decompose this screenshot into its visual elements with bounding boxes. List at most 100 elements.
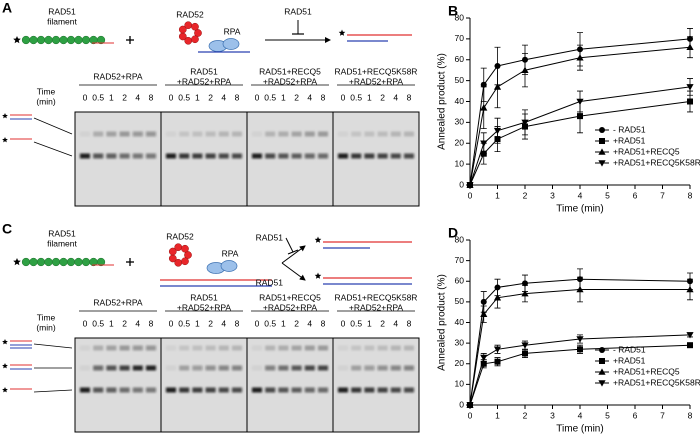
gel-band [166, 365, 176, 371]
gel-band [132, 153, 143, 159]
gel-band [265, 345, 276, 351]
data-point [577, 346, 583, 353]
lane-header: RAD51 [190, 292, 218, 302]
data-point [494, 358, 501, 365]
gel-band [232, 345, 242, 351]
time-label: 0.5 [178, 92, 190, 102]
y-tick-label: 30 [455, 117, 465, 127]
legend-marker [599, 127, 605, 133]
lane-header: +RAD52+RPA [263, 76, 318, 86]
gel-band [304, 153, 315, 159]
data-point [521, 66, 529, 73]
x-tick-label: 8 [688, 190, 693, 200]
x-tick-label: 1 [495, 190, 500, 200]
gel-band [93, 345, 104, 351]
time-label: 2 [380, 318, 385, 328]
lane-header: +RAD52+RPA [349, 76, 404, 86]
x-tick-label: 2 [523, 190, 528, 200]
gel-band [364, 345, 375, 351]
y-tick-label: 10 [455, 158, 465, 168]
line [33, 343, 73, 349]
gel-band [351, 153, 362, 159]
star-label [13, 36, 21, 44]
time-label: 1 [195, 92, 200, 102]
gel-band [318, 153, 328, 159]
gel-band [205, 345, 216, 351]
rad51-bead [81, 257, 91, 267]
x-tick-label: 2 [523, 410, 528, 420]
gel-band [166, 153, 176, 159]
lane-header: RAD52+RPA [93, 297, 143, 307]
gel-band [364, 153, 375, 159]
gel-band [132, 131, 143, 137]
rad51-bead [44, 35, 53, 45]
data-point [521, 119, 529, 126]
rad52-subunit [174, 258, 183, 267]
series-line [469, 101, 691, 186]
x-tick-label: 0 [468, 410, 473, 420]
gel-band [166, 345, 176, 351]
data-point [686, 332, 694, 339]
x-tick-label: 5 [605, 190, 610, 200]
data-point [521, 290, 529, 297]
promoter-label: RAD51 [256, 277, 284, 287]
rad51-bead [66, 35, 76, 45]
legend-marker [599, 138, 605, 144]
time-axis-label: (min) [36, 96, 56, 106]
time-axis-label: Time [37, 86, 56, 96]
x-tick-label: 8 [688, 410, 693, 420]
gel-band [390, 153, 401, 159]
gel-band [166, 387, 176, 393]
gel-band [93, 153, 104, 159]
gel-band [132, 365, 143, 371]
lane-header: RAD51+RECQ5 [259, 292, 321, 302]
data-point [480, 298, 487, 305]
data-point [687, 342, 693, 349]
gel-band [132, 387, 143, 393]
gel-band [146, 365, 156, 371]
gel-band [119, 153, 130, 159]
gel-band [265, 387, 276, 393]
gel-band [404, 153, 414, 159]
gel-band [80, 153, 90, 159]
gel-band [192, 365, 203, 371]
rad51-bead [21, 35, 31, 45]
gel-band [338, 153, 348, 159]
legend-marker [598, 380, 606, 387]
rad51-bead [21, 257, 31, 267]
gel-band [252, 345, 262, 351]
y-tick-label: 10 [455, 379, 465, 389]
time-label: 0 [83, 318, 88, 328]
gel-band [179, 131, 190, 137]
time-label: 1 [109, 92, 114, 102]
legend-label: +RAD51 [613, 355, 646, 365]
gel-band [205, 131, 216, 137]
time-label: 2 [122, 92, 127, 102]
rad51-bead [51, 35, 61, 45]
data-point [493, 83, 502, 90]
gel-band [351, 345, 362, 351]
gel-band [106, 345, 117, 351]
lane-header: RAD51+RECQ5K58R [335, 66, 418, 76]
rad52-subunit [168, 247, 177, 256]
gel-band [404, 365, 414, 371]
series-line [469, 334, 691, 406]
y-tick-label: 40 [455, 96, 465, 106]
gel-band [179, 153, 190, 159]
gel-band [338, 365, 348, 371]
legend-marker [599, 358, 605, 364]
time-label: 0 [255, 92, 260, 102]
lane-header: +RAD52+RPA [177, 76, 232, 86]
lane-header: RAD51+RECQ5K58R [335, 292, 418, 302]
gel-band [218, 365, 229, 371]
time-label: 1 [109, 318, 114, 328]
lane-header: RAD52+RPA [93, 71, 143, 81]
time-label: 8 [235, 318, 240, 328]
gel-band [252, 131, 262, 137]
panel-label: B [448, 3, 458, 19]
gel-band [377, 131, 388, 137]
x-tick-label: 4 [578, 410, 583, 420]
legend-label: +RAD51 [613, 135, 646, 145]
gel-band [252, 365, 262, 371]
